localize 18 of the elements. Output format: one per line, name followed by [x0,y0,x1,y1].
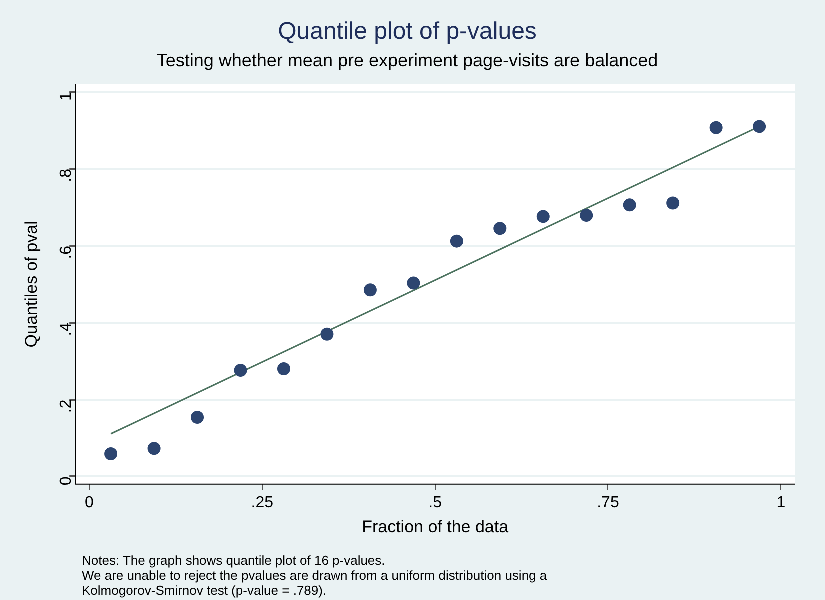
x-tick-label: .5 [428,494,442,512]
y-tick-label: .2 [58,400,76,414]
x-axis-title: Fraction of the data [362,517,510,536]
y-tick-label: .8 [58,168,76,182]
x-tick-label: .75 [597,494,620,512]
y-tick-label: .6 [58,246,76,260]
x-tick-label: 1 [776,494,786,512]
y-tick-label: 0 [58,476,76,486]
text: We are unable to reject the pvalues are drawn from a uniform distribution using a [82,568,548,583]
text: Kolmogorov-Smirnov test (p-value = .789). [82,583,327,598]
y-tick-label: 1 [58,92,76,101]
y-axis-title: Quantiles of pval [22,221,41,348]
x-tick-label: .25 [251,494,274,512]
y-tick-label: .4 [58,322,76,336]
x-tick-label: 0 [84,494,94,512]
chart-subtitle: Testing whether mean pre experiment page-visits are balanced [156,50,658,71]
chart-title: Quantile plot of p-values [278,18,537,46]
text: Notes: The graph shows quantile plot of 16 p-values. [82,553,386,568]
